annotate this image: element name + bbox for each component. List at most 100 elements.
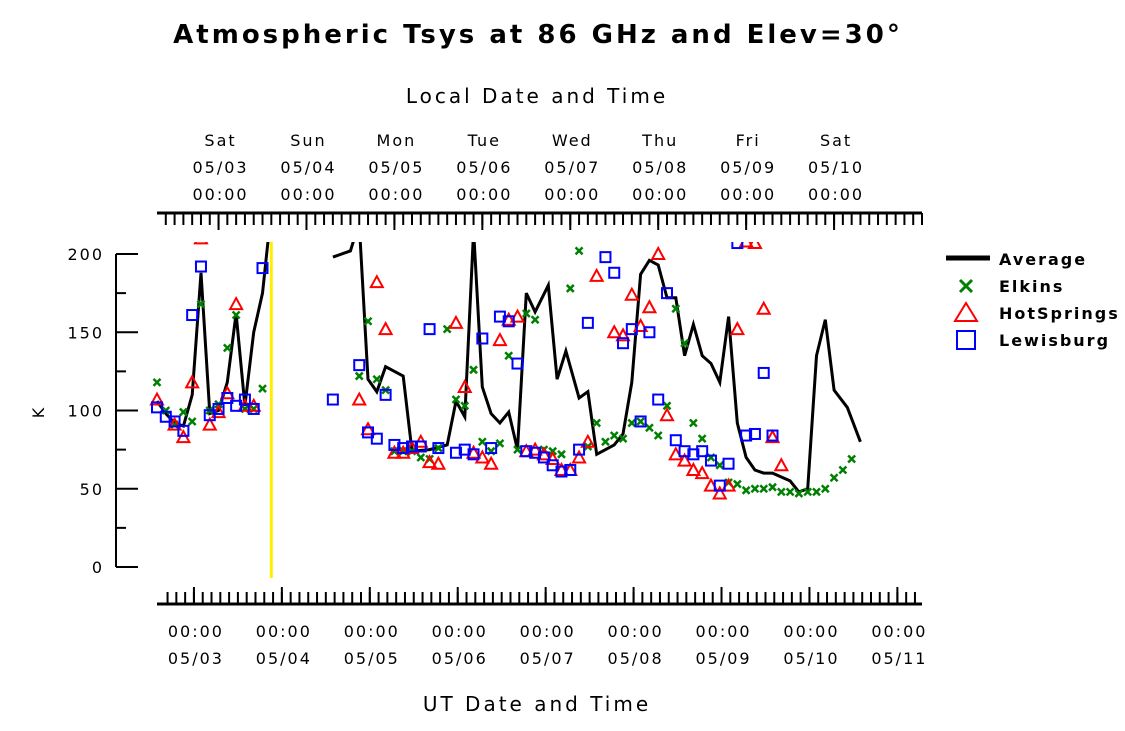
elkins-point bbox=[847, 454, 857, 464]
elkins-point bbox=[354, 371, 364, 381]
bottom-tick-date: 05/10 bbox=[783, 649, 839, 668]
elkins-point bbox=[390, 446, 399, 456]
hotsprings-point bbox=[756, 300, 772, 315]
lewisburg-point bbox=[186, 309, 199, 322]
top-tick-date: 05/06 bbox=[456, 158, 512, 177]
top-tick-time: 00:00 bbox=[280, 185, 336, 204]
legend-label-hotsprings: HotSprings bbox=[999, 304, 1120, 323]
lewisburg-point bbox=[326, 393, 339, 406]
legend-label-elkins: Elkins bbox=[999, 277, 1064, 296]
elkins-point bbox=[574, 246, 584, 256]
elkins-point bbox=[495, 438, 505, 448]
elkins-point bbox=[688, 418, 698, 428]
y-tick-label: 100 bbox=[67, 402, 104, 421]
lewisburg-point bbox=[238, 393, 251, 406]
elkins-point bbox=[451, 395, 461, 404]
lewisburg-point bbox=[617, 337, 630, 350]
lewisburg-point bbox=[476, 332, 489, 345]
lewisburg-point bbox=[230, 399, 243, 412]
elkins-point bbox=[152, 377, 162, 387]
elkins-point bbox=[776, 487, 786, 497]
chart-title: Atmospheric Tsys at 86 GHz and Elev=30° bbox=[173, 20, 903, 50]
elkins-point bbox=[732, 479, 742, 489]
elkins-point bbox=[161, 406, 171, 415]
lewisburg-point bbox=[564, 463, 577, 476]
top-tick-date: 05/10 bbox=[808, 158, 864, 177]
elkins-point bbox=[609, 431, 619, 440]
hotsprings-point bbox=[773, 457, 789, 472]
hotsprings-point bbox=[650, 245, 666, 260]
top-tick-day: Thu bbox=[641, 131, 678, 150]
elkins-point bbox=[601, 437, 610, 447]
hotsprings-point bbox=[149, 391, 165, 406]
top-tick-time: 00:00 bbox=[720, 185, 776, 204]
hotsprings-point bbox=[430, 455, 447, 470]
elkins-point bbox=[785, 487, 795, 497]
lewisburg-point bbox=[194, 260, 207, 273]
elkins-point bbox=[803, 487, 813, 497]
lewisburg-point bbox=[652, 393, 665, 406]
legend-label-lewisburg: Lewisburg bbox=[999, 331, 1110, 350]
top-tick-day: Sat bbox=[820, 131, 852, 150]
bottom-tick-date: 05/03 bbox=[168, 649, 224, 668]
lewisburg-point bbox=[696, 445, 709, 458]
lewisburg-point bbox=[485, 442, 498, 455]
lewisburg-point bbox=[370, 432, 383, 445]
elkins-point bbox=[258, 384, 267, 393]
elkins-point bbox=[433, 443, 443, 453]
y-tick-label: 200 bbox=[67, 245, 104, 264]
lewisburg-point bbox=[643, 326, 656, 339]
hotsprings-point bbox=[360, 421, 376, 436]
bottom-tick-time: 00:00 bbox=[344, 622, 400, 641]
elkins-point bbox=[513, 445, 522, 455]
bottom-tick-time: 00:00 bbox=[168, 622, 224, 641]
hotsprings-point bbox=[193, 242, 209, 245]
elkins-point bbox=[178, 407, 188, 417]
y-tick-label: 150 bbox=[67, 323, 104, 342]
elkins-point bbox=[636, 417, 646, 426]
lewisburg-point bbox=[467, 448, 480, 461]
elkins-point bbox=[768, 482, 777, 492]
hotsprings-point bbox=[588, 267, 605, 282]
hotsprings-point bbox=[694, 465, 710, 480]
elkins-point bbox=[363, 316, 373, 326]
lewisburg-point bbox=[766, 429, 779, 442]
hotsprings-point bbox=[377, 321, 394, 336]
bottom-tick-time: 00:00 bbox=[695, 622, 751, 641]
bottom-tick-date: 05/09 bbox=[695, 649, 751, 668]
lewisburg-point bbox=[353, 359, 366, 372]
average-line bbox=[155, 242, 270, 429]
lewisburg-point bbox=[362, 426, 375, 439]
top-tick-time: 00:00 bbox=[192, 185, 248, 204]
top-tick-time: 00:00 bbox=[544, 185, 600, 204]
legend-symbol-elkins bbox=[958, 278, 974, 294]
elkins-point bbox=[715, 460, 725, 470]
hotsprings-point bbox=[729, 321, 746, 336]
elkins-point bbox=[477, 437, 487, 447]
lewisburg-point bbox=[414, 440, 427, 453]
lewisburg-point bbox=[669, 434, 682, 447]
top-tick-time: 00:00 bbox=[632, 185, 688, 204]
lewisburg-point bbox=[581, 316, 594, 329]
hotsprings-point bbox=[351, 391, 367, 406]
lewisburg-point bbox=[573, 443, 586, 456]
elkins-point bbox=[521, 309, 531, 318]
elkins-point bbox=[750, 484, 760, 494]
bottom-tick-time: 00:00 bbox=[432, 622, 488, 641]
elkins-point bbox=[196, 299, 206, 309]
hotsprings-point bbox=[202, 416, 218, 431]
elkins-point bbox=[504, 351, 514, 361]
hotsprings-point bbox=[747, 242, 763, 250]
bottom-tick-time: 00:00 bbox=[520, 622, 576, 641]
lewisburg-point bbox=[661, 287, 673, 300]
top-tick-time: 00:00 bbox=[808, 185, 864, 204]
hotsprings-point bbox=[606, 324, 622, 339]
elkins-point bbox=[812, 487, 821, 497]
lewisburg-point bbox=[449, 446, 462, 459]
lewisburg-point bbox=[221, 391, 234, 404]
top-tick-date: 05/09 bbox=[720, 158, 776, 177]
hotsprings-point bbox=[712, 485, 728, 500]
bottom-tick-time: 00:00 bbox=[783, 622, 839, 641]
hotsprings-point bbox=[166, 416, 183, 431]
lewisburg-point bbox=[713, 479, 726, 492]
